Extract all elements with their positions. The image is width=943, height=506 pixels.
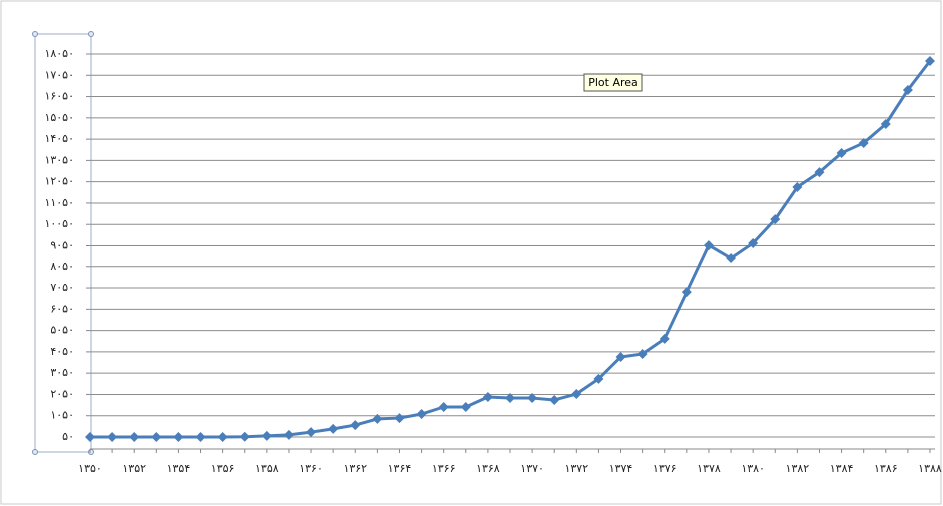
y-tick-label: ۱۵۰۵۰ bbox=[44, 111, 74, 124]
handle bbox=[89, 450, 94, 455]
chart: ۵۰ ۱۰۵۰ ۲۰۵۰ ۳۰۵۰ ۴۰۵۰ ۵۰۵۰ ۶۰۵۰ ۷۰۵۰ ۸۰۵۰ ۹۰۵۰ ۱۰… bbox=[0, 0, 943, 506]
y-tick-label: ۱۴۰۵۰ bbox=[44, 132, 74, 145]
x-tick-label: ۱۳۸۴ bbox=[830, 462, 854, 475]
x-tick-label: ۱۳۶۲ bbox=[343, 462, 367, 475]
tooltip-text: Plot Area bbox=[588, 76, 638, 89]
y-tick-label: ۲۰۵۰ bbox=[50, 387, 74, 400]
y-tick-label: ۶۰۵۰ bbox=[50, 302, 74, 315]
y-tick-label: ۷۰۵۰ bbox=[50, 281, 74, 294]
handle bbox=[89, 32, 94, 37]
y-tick-label: ۱۱۰۵۰ bbox=[44, 196, 74, 209]
y-tick-label: ۹۰۵۰ bbox=[50, 239, 74, 252]
y-tick-label: ۱۸۰۵۰ bbox=[44, 47, 74, 60]
x-tick-label: ۱۳۶۸ bbox=[476, 462, 500, 475]
y-tick-label: ۱۰۵۰ bbox=[50, 409, 74, 422]
x-tick-label: ۱۳۸۸ bbox=[918, 462, 942, 475]
x-tick-label: ۱۳۷۶ bbox=[653, 462, 677, 475]
x-tick-label: ۱۳۵۰ bbox=[78, 462, 102, 475]
y-tick-label: ۵۰۵۰ bbox=[50, 324, 74, 337]
y-tick-label: ۸۰۵۰ bbox=[50, 260, 74, 273]
x-tick-label: ۱۳۷۲ bbox=[564, 462, 588, 475]
y-tick-label: ۴۰۵۰ bbox=[50, 345, 74, 358]
handle bbox=[33, 32, 38, 37]
chart-frame bbox=[1, 1, 941, 504]
y-tick-label: ۱۷۰۵۰ bbox=[44, 68, 74, 81]
y-tick-label: ۳۰۵۰ bbox=[50, 366, 74, 379]
x-tick-label: ۱۳۸۶ bbox=[874, 462, 898, 475]
x-tick-label: ۱۳۷۸ bbox=[697, 462, 721, 475]
y-tick-label: ۱۰۰۵۰ bbox=[44, 217, 74, 230]
y-tick-label: ۱۳۰۵۰ bbox=[44, 153, 74, 166]
x-tick-label: ۱۳۷۰ bbox=[520, 462, 544, 475]
x-tick-label: ۱۳۶۶ bbox=[432, 462, 456, 475]
x-tick-label: ۱۳۷۴ bbox=[609, 462, 633, 475]
x-tick-label: ۱۳۶۴ bbox=[388, 462, 412, 475]
x-tick-label: ۱۳۵۸ bbox=[255, 462, 279, 475]
handle bbox=[33, 450, 38, 455]
x-tick-label: ۱۳۸۲ bbox=[786, 462, 810, 475]
x-tick-label: ۱۳۸۰ bbox=[741, 462, 765, 475]
x-tick-label: ۱۳۵۶ bbox=[211, 462, 235, 475]
x-tick-label: ۱۳۶۰ bbox=[299, 462, 323, 475]
y-tick-label: ۱۲۰۵۰ bbox=[44, 175, 74, 188]
y-tick-label: ۱۶۰۵۰ bbox=[44, 90, 74, 103]
x-tick-label: ۱۳۵۲ bbox=[122, 462, 146, 475]
y-tick-label: ۵۰ bbox=[62, 430, 74, 443]
tooltip: Plot Area bbox=[584, 74, 642, 91]
x-tick-label: ۱۳۵۴ bbox=[167, 462, 191, 475]
